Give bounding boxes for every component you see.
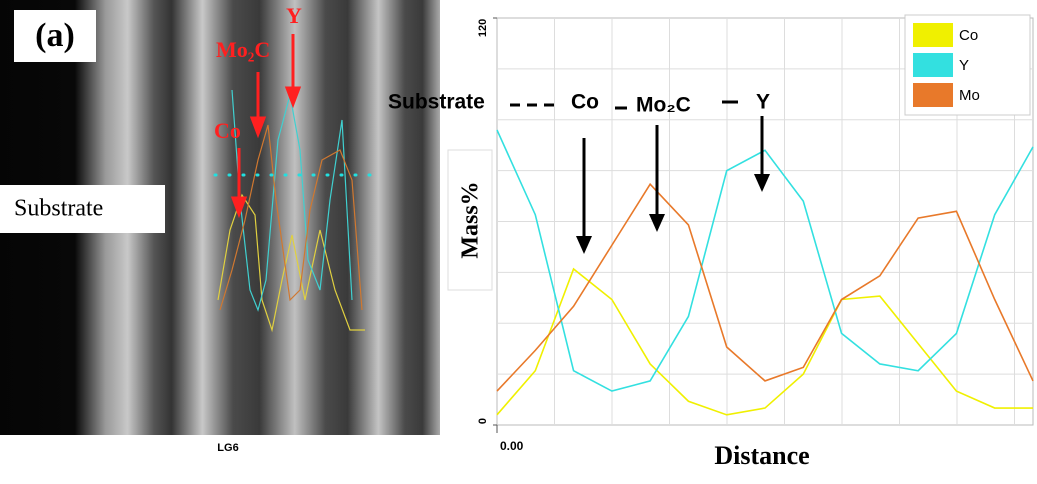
mo2c-label: Mo₂C (216, 37, 270, 62)
legend-label: Mo (959, 87, 980, 104)
y-tick-label: 120 (477, 19, 489, 37)
y-axis-title: Mass% (458, 181, 484, 258)
y-annotation: Y (756, 91, 770, 114)
y-tick-label: 0 (477, 418, 489, 424)
co-label: Co (214, 118, 241, 143)
x-tick-label: 0.00 (500, 439, 524, 453)
black-arrows (510, 100, 770, 254)
legend-label: Y (959, 57, 969, 74)
substrate-annotation: Substrate (388, 91, 485, 114)
red-arrows (230, 34, 302, 219)
mo2c-annotation: Mo₂C (636, 94, 691, 117)
legend-label: Co (959, 27, 978, 44)
co-annotation: Co (571, 91, 599, 114)
legend-swatch (913, 53, 953, 77)
legend-swatch (913, 83, 953, 107)
legend-swatch (913, 23, 953, 47)
y-title-box (447, 149, 493, 291)
series-line (496, 182, 1034, 392)
label-box (14, 10, 96, 62)
series-line (496, 267, 1033, 416)
substrate-label: Substrate (14, 196, 103, 222)
series-line (496, 129, 1034, 392)
chart-annotations: Substrate Co Mo₂C Y (388, 91, 770, 117)
image-caption: LG6 (217, 442, 238, 454)
substrate-box (0, 185, 165, 233)
x-axis-title: Distance (714, 441, 809, 470)
chart: 0 120 0.00 Co Y Mo (477, 14, 1034, 453)
panel-label: (a) (35, 17, 75, 54)
y-label: Y (286, 3, 302, 28)
